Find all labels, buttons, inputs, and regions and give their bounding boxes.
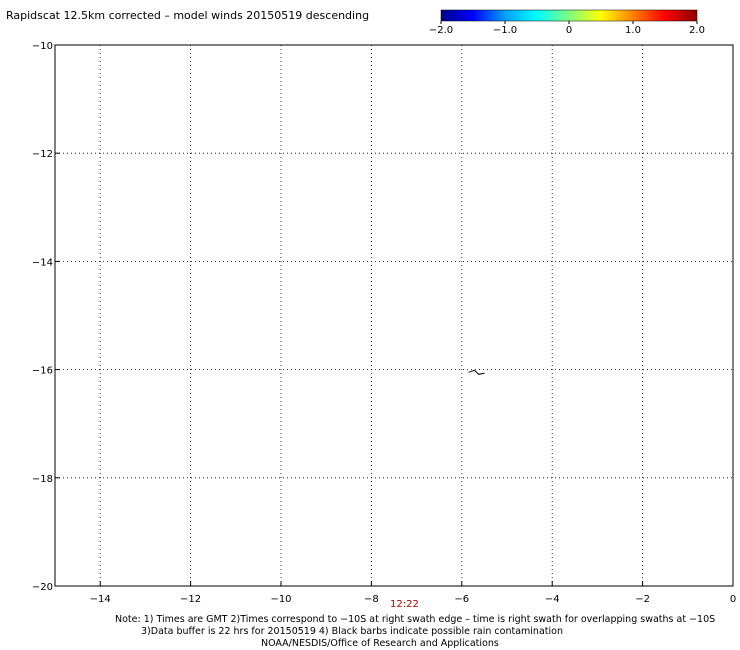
colorbar-tick-label: −1.0 <box>493 25 517 36</box>
colorbar-tick-label: 1.0 <box>625 25 641 36</box>
wind-difference-field <box>457 153 704 370</box>
lon-tick-label: 0 <box>730 594 736 605</box>
lat-tick-label: −10 <box>32 41 53 52</box>
lat-tick-label: −12 <box>32 149 53 160</box>
lat-tick-label: −14 <box>32 257 53 268</box>
lon-tick-label: −6 <box>454 594 469 605</box>
footnote-line-3: NOAA/NESDIS/Office of Research and Appli… <box>261 638 499 649</box>
rain-flag-barb-line <box>468 369 485 375</box>
colorbar-labels: −2.0 −1.0 0 1.0 2.0 <box>429 21 705 36</box>
lon-tick-label: −4 <box>545 594 560 605</box>
colorbar-tick-label: −2.0 <box>429 25 453 36</box>
colorbar-tick-label: 2.0 <box>689 25 705 36</box>
lon-tick-label: −14 <box>90 594 111 605</box>
swath-time-label: 12:22 <box>390 599 419 610</box>
colorbar <box>440 9 698 22</box>
lon-tick-label: −12 <box>180 594 201 605</box>
lat-tick-label: −18 <box>32 474 53 485</box>
colorbar-tick-label: 0 <box>566 25 572 36</box>
rain-flag-barb <box>468 369 485 375</box>
plot-frame <box>54 44 734 587</box>
latitude-axis: −10 −12 −14 −16 −18 −20 <box>32 41 60 593</box>
lon-tick-label: −10 <box>270 594 291 605</box>
lat-tick-label: −16 <box>32 366 53 377</box>
lat-tick-label: −20 <box>32 582 53 593</box>
lon-tick-label: −2 <box>635 594 650 605</box>
longitude-axis: −14 −12 −10 −8 −6 −4 −2 0 <box>90 581 736 605</box>
lat-lon-grid <box>55 45 733 586</box>
footnote-line-2: 3)Data buffer is 22 hrs for 20150519 4) … <box>141 626 563 637</box>
map-title: Rapidscat 12.5km corrected – model winds… <box>6 9 370 22</box>
colorbar-gradient <box>440 9 698 22</box>
footnote-line-1: Note: 1) Times are GMT 2)Times correspon… <box>115 614 716 625</box>
missing-data-gap <box>694 153 704 162</box>
missing-data-gap <box>457 358 474 370</box>
lon-tick-label: −8 <box>364 594 379 605</box>
